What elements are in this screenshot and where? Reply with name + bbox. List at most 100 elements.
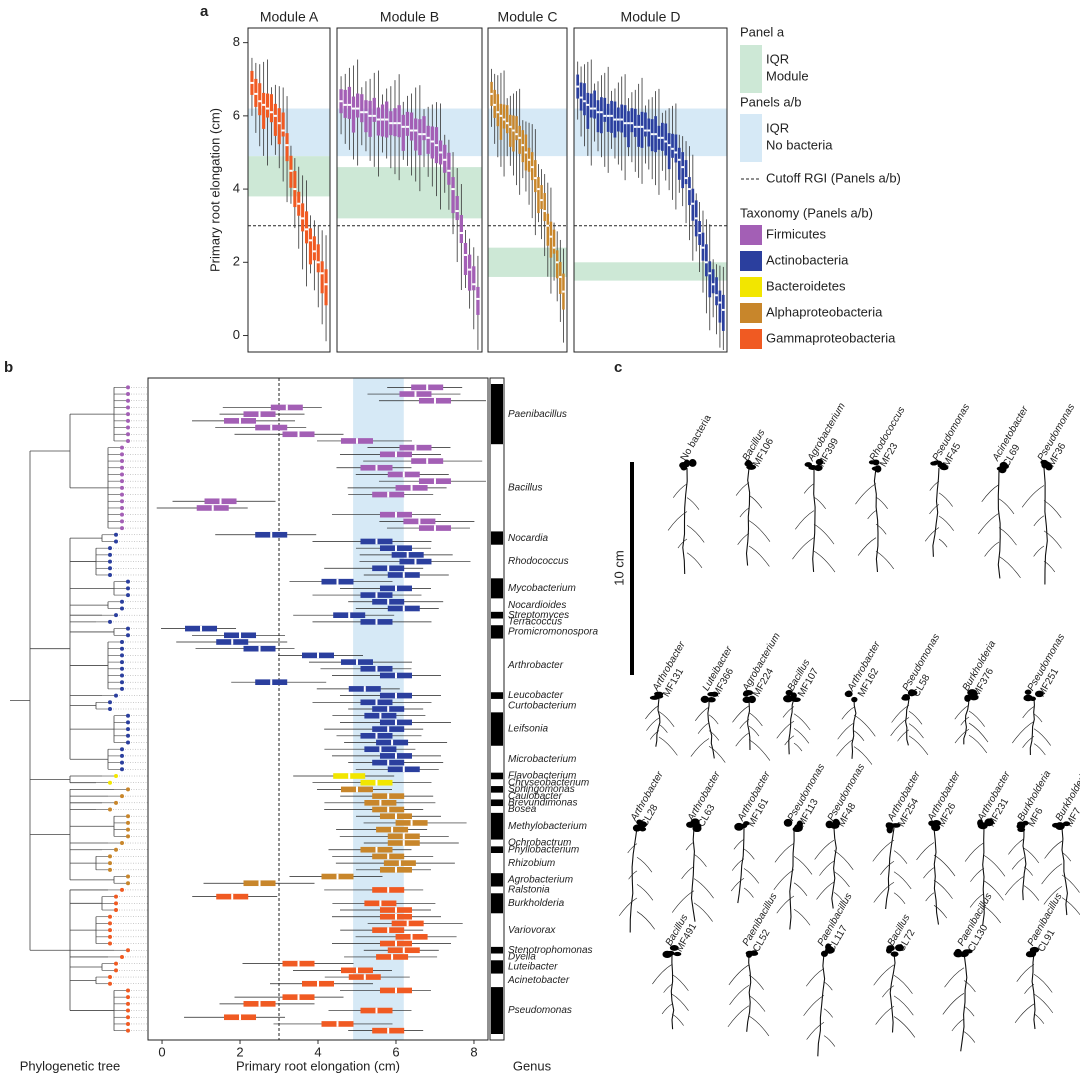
lateral-root [677,538,688,549]
lateral-root [853,746,873,765]
box [472,266,476,291]
legend-swatch [740,277,762,297]
genus-block [491,973,503,988]
median [355,438,358,444]
genus-label: Mycobacterium [508,583,576,594]
genus-label: Bosea [508,804,537,815]
median [438,151,443,154]
plant-label: PaenibacillusCL130 [955,891,1004,954]
lateral-root [731,858,745,871]
median [426,136,430,139]
root [817,952,826,1057]
lateral-root [671,890,695,913]
box [509,114,512,147]
lateral-root [893,850,908,864]
median [467,268,472,271]
plant-label: BurkholderiaMF376 [960,638,1008,699]
tree-dot [120,686,124,691]
median [394,913,397,920]
lateral-root [776,895,795,914]
leaf [673,951,682,957]
median [375,1007,378,1014]
median [379,800,382,806]
module-title: Module D [621,9,681,25]
median [512,129,515,132]
genus-block [491,792,503,800]
box [715,277,718,306]
median [265,107,270,110]
median [451,188,455,191]
y-tick-label: 2 [233,254,240,269]
y-tick-label: 0 [233,327,240,342]
genus-block [491,578,503,599]
tree-dot [120,512,124,517]
tree-dot [108,807,112,812]
genus-label: Luteibacter [508,962,558,973]
median [387,759,390,766]
root [788,697,795,755]
median [363,974,366,980]
lateral-root [857,537,877,556]
lateral-root [969,893,985,908]
median [402,471,405,478]
median [293,188,297,191]
box [667,133,671,170]
x-tick-label: 2 [236,1044,243,1059]
genus-block [491,692,503,699]
leaf [707,691,716,697]
box [401,114,405,151]
plant-label: LuteibacterMF366 [700,644,745,699]
lateral-root [690,738,710,757]
tree-dot [126,418,130,423]
tree-dot [120,606,124,611]
leaf [690,818,700,827]
root [873,467,879,573]
lateral-root [671,974,689,991]
leaf [1026,951,1034,958]
median [289,169,293,172]
module-frame [573,27,728,353]
genus-block [491,812,503,840]
x-tick-label: 6 [392,1044,399,1059]
lateral-root [951,1018,965,1032]
box [718,290,722,323]
genus-label: Paenibacillus [508,409,567,420]
genus-block [491,960,503,974]
median [375,464,378,471]
lateral-root [933,879,953,899]
median [691,202,695,205]
leaf [1000,463,1009,470]
median [364,111,368,114]
plant-label: RhodococcusMF23 [867,405,917,469]
plant-label: ArthrobacterMF131 [650,639,698,700]
genus-block [491,953,503,961]
box [467,254,472,291]
box [273,103,277,136]
root [737,827,745,904]
median [586,103,590,106]
median [499,114,503,117]
median [391,826,394,833]
leaf [700,695,710,703]
median [258,411,261,417]
tree-dot [126,988,130,993]
leaf [688,459,697,467]
lateral-root [963,1005,975,1017]
legend-label: Actinobacteria [766,252,849,267]
lateral-root [673,483,688,498]
lateral-root [739,507,750,518]
median [410,934,413,940]
median [250,81,254,84]
module-frame [336,27,483,353]
median [211,505,214,511]
lateral-root [978,513,1000,535]
median [524,151,528,154]
box [515,116,518,141]
root [831,827,837,909]
tree-dot [114,800,118,805]
lateral-root [792,537,815,560]
box [397,105,401,138]
median [620,118,624,121]
median [701,246,705,249]
